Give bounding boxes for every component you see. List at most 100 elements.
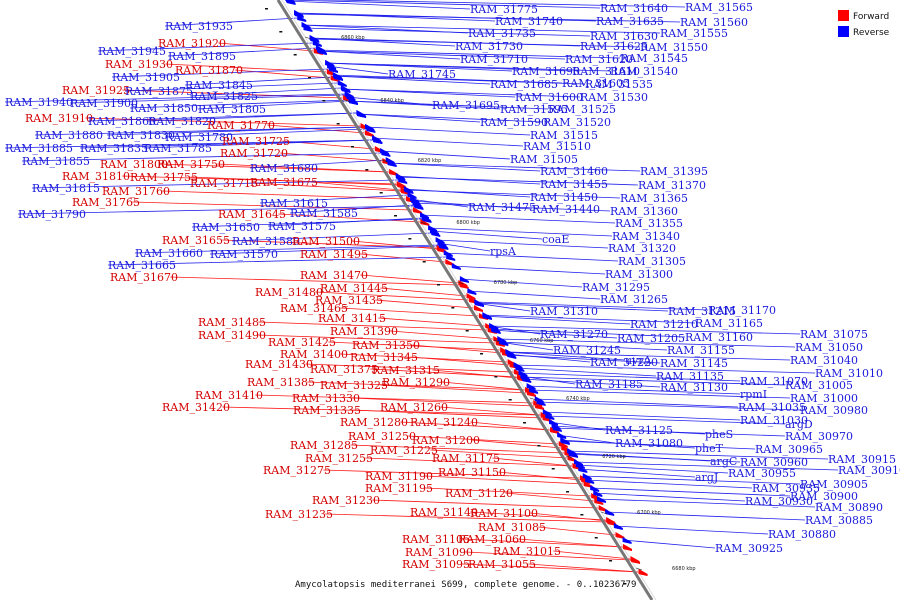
reverse-feature bbox=[310, 36, 320, 43]
gene-label: RAM_31205 bbox=[617, 332, 685, 345]
reverse-feature bbox=[567, 448, 577, 455]
connector-line bbox=[255, 394, 534, 404]
connector-line bbox=[380, 384, 527, 394]
gene-label: RAM_31030 bbox=[740, 414, 808, 427]
connector-line bbox=[491, 328, 686, 338]
connector-line bbox=[396, 176, 639, 186]
separator-mark bbox=[336, 123, 340, 125]
gene-label: RAM_31575 bbox=[268, 220, 336, 233]
reverse-feature bbox=[622, 537, 632, 544]
connector-line bbox=[305, 363, 514, 373]
gene-label: RAM_31425 bbox=[268, 336, 336, 349]
gene-label: RAM_31740 bbox=[495, 15, 563, 28]
reverse-feature bbox=[560, 438, 570, 445]
connector-line bbox=[380, 150, 511, 160]
connector-line bbox=[536, 401, 801, 411]
gene-label: RAM_31635 bbox=[596, 15, 664, 28]
gene-label: RAM_31245 bbox=[553, 344, 621, 357]
gene-label: RAM_31100 bbox=[470, 507, 538, 520]
connector-line bbox=[498, 471, 582, 481]
connector-line bbox=[442, 381, 526, 391]
gene-label: RAM_31105 bbox=[402, 533, 470, 546]
gene-label: RAM_31325 bbox=[320, 379, 388, 392]
connector-line bbox=[132, 201, 413, 211]
gene-label: RAM_31485 bbox=[198, 316, 266, 329]
connector-line bbox=[440, 406, 541, 416]
connector-line bbox=[573, 461, 839, 471]
separator-mark bbox=[494, 376, 498, 378]
gene-label: RAM_31155 bbox=[667, 344, 735, 357]
separator-mark bbox=[264, 8, 268, 10]
connector-line bbox=[333, 75, 586, 85]
gene-label: RAM_31650 bbox=[192, 221, 260, 234]
tick-label: 6720 kbp bbox=[602, 454, 626, 460]
gene-label: RAM_31510 bbox=[523, 140, 591, 153]
connector-line bbox=[17, 205, 415, 215]
tick-label: 6840 kbp bbox=[380, 98, 404, 104]
reverse-feature bbox=[380, 148, 390, 155]
gene-label: RAM_31140 bbox=[410, 506, 478, 519]
reverse-feature bbox=[317, 47, 327, 54]
gene-label: RAM_31815 bbox=[32, 182, 100, 195]
gene-label: RAM_31595 bbox=[500, 103, 568, 116]
gene-label: RAM_31400 bbox=[280, 348, 348, 361]
reverse-feature bbox=[357, 111, 367, 118]
gene-label: RAM_31600 bbox=[515, 91, 583, 104]
connector-line bbox=[69, 94, 346, 104]
forward-feature bbox=[622, 544, 632, 551]
forward-feature bbox=[550, 427, 560, 434]
gene-label: RAM_31830 bbox=[107, 129, 175, 142]
gene-label: RAM_31165 bbox=[695, 317, 763, 330]
connector-line bbox=[505, 492, 595, 502]
connector-line bbox=[353, 409, 543, 419]
reverse-feature bbox=[542, 409, 552, 416]
gene-label: RAM_31770 bbox=[207, 119, 275, 132]
connector-line bbox=[425, 475, 584, 485]
gene-label: RAM_31340 bbox=[612, 230, 680, 243]
connector-line bbox=[387, 162, 541, 172]
connector-line bbox=[190, 176, 398, 186]
connector-line bbox=[499, 341, 668, 351]
connector-line bbox=[518, 538, 623, 548]
reverse-feature bbox=[407, 192, 417, 199]
connector-line bbox=[286, 0, 471, 10]
gene-label: RAM_31145 bbox=[660, 357, 728, 370]
connector-line bbox=[280, 152, 383, 162]
connector-line bbox=[622, 539, 716, 549]
gene-label: RAM_31780 bbox=[165, 131, 233, 144]
gene-label: RAM_30965 bbox=[755, 443, 823, 456]
gene-label: RAM_30925 bbox=[715, 542, 783, 555]
connector-line bbox=[507, 354, 661, 364]
reverse-feature bbox=[597, 496, 607, 503]
gene-label: RAM_31220 bbox=[590, 356, 658, 369]
connector-line bbox=[395, 175, 541, 185]
gene-label: RAM_31930 bbox=[105, 58, 173, 71]
gene-label: RAM_31725 bbox=[222, 135, 290, 148]
gene-label: RAM_31925 bbox=[62, 84, 130, 97]
gene-label: RAM_31385 bbox=[247, 376, 315, 389]
connector-line bbox=[567, 450, 829, 460]
separator-mark bbox=[566, 491, 570, 493]
gene-label: RAM_31345 bbox=[350, 351, 418, 364]
reverse-feature bbox=[467, 288, 477, 295]
gene-label: RAM_31475 bbox=[468, 201, 536, 214]
connector-line bbox=[307, 381, 526, 391]
reverse-feature bbox=[325, 60, 335, 67]
gene-label: RAM_31280 bbox=[340, 416, 408, 429]
separator-mark bbox=[580, 514, 584, 516]
gene-label: RAM_31605 bbox=[562, 77, 630, 90]
gene-label: RAM_31670 bbox=[110, 271, 178, 284]
connector-line bbox=[134, 244, 439, 254]
tick-mark bbox=[601, 511, 608, 515]
tick-label: 6760 kbp bbox=[530, 338, 554, 344]
connector-line bbox=[249, 159, 386, 169]
legend-forward-swatch bbox=[838, 10, 849, 21]
reverse-feature bbox=[404, 187, 414, 194]
forward-feature bbox=[630, 556, 640, 563]
legend-reverse-label: Reverse bbox=[853, 28, 890, 38]
connector-line bbox=[357, 113, 481, 123]
gene-label: RAM_31540 bbox=[610, 65, 678, 78]
gene-label: RAM_31490 bbox=[198, 329, 266, 342]
connector-line bbox=[218, 42, 314, 52]
connector-line bbox=[582, 475, 801, 485]
